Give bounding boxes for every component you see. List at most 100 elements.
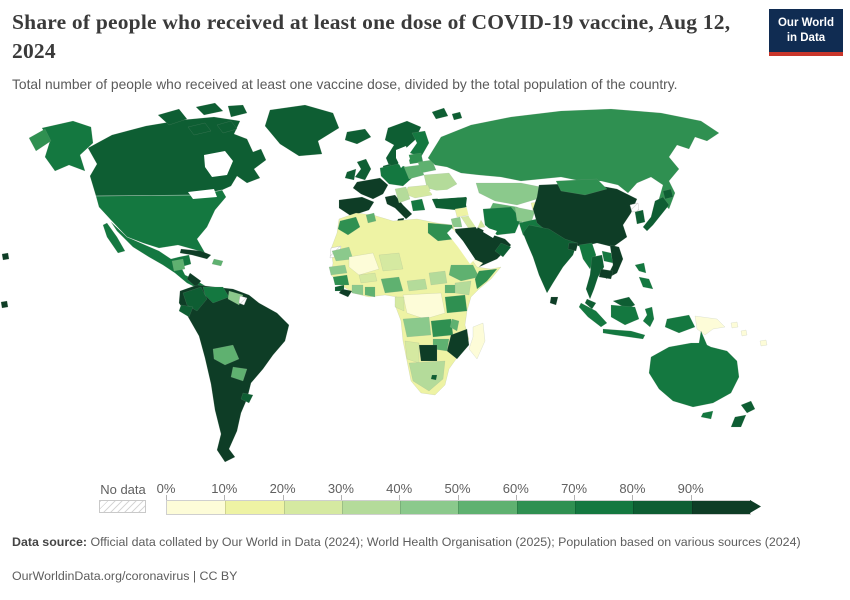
map-region-jordan[interactable] [450, 216, 463, 228]
legend-colorbar[interactable] [166, 500, 751, 515]
legend-tick-mark [574, 495, 576, 500]
legend-no-data-swatch[interactable] [99, 500, 146, 513]
map-region-balkans[interactable] [394, 186, 411, 204]
map-region-baja[interactable] [102, 222, 126, 254]
map-region-morocco[interactable] [337, 216, 361, 236]
map-region-sumatra[interactable] [578, 302, 608, 328]
map-region-madagascar[interactable] [468, 322, 486, 360]
map-region-uk[interactable] [354, 158, 372, 181]
map-region-south-africa[interactable] [408, 360, 446, 392]
map-region-guinea[interactable] [332, 274, 350, 286]
legend-bucket-20-30%[interactable] [283, 501, 342, 514]
map-region-australia[interactable] [648, 330, 740, 408]
map-region-alaska[interactable] [41, 120, 94, 172]
map-legend: No data 0% 10% 20% 30% 40% 50% 60% 70% 80% 90% [0, 481, 850, 519]
legend-bucket-50-60%[interactable] [458, 501, 517, 514]
map-region-mozambique[interactable] [446, 328, 470, 360]
map-region-ireland[interactable] [344, 168, 357, 181]
map-region-sulawesi[interactable] [642, 306, 655, 328]
map-region-new-zealand[interactable] [730, 400, 756, 428]
map-region-bolivia[interactable] [212, 344, 240, 366]
map-region-paraguay[interactable] [230, 366, 248, 382]
citation-line[interactable]: OurWorldinData.org/coronavirus | CC BY [12, 569, 238, 583]
map-region-greece[interactable] [410, 198, 426, 212]
map-region-pacific-islands[interactable] [730, 321, 768, 347]
owid-logo[interactable]: Our World in Data [769, 9, 843, 56]
map-region-papua-west[interactable] [664, 314, 696, 334]
map-region-tasmania[interactable] [700, 410, 714, 420]
map-region-guatemala[interactable] [171, 258, 186, 272]
legend-bucket-10-20%[interactable] [225, 501, 284, 514]
map-region-lesotho[interactable] [430, 374, 438, 381]
map-region-angola[interactable] [402, 316, 432, 338]
map-region-niger[interactable] [378, 252, 404, 272]
map-region-ecuador[interactable] [178, 304, 194, 318]
map-region-arctic-islands[interactable] [157, 102, 248, 136]
world-map[interactable] [0, 98, 850, 478]
map-region-ghana[interactable] [364, 286, 376, 298]
map-region-uruguay[interactable] [240, 392, 254, 404]
map-region-vietnam[interactable] [605, 244, 624, 280]
legend-bucket-0-10%[interactable] [167, 501, 226, 514]
map-region-png[interactable] [694, 315, 726, 336]
legend-bucket-80-90%[interactable] [633, 501, 692, 514]
legend-bucket-30-40%[interactable] [341, 501, 401, 514]
map-region-philippines[interactable] [634, 262, 654, 290]
map-region-uganda[interactable] [444, 284, 456, 294]
map-region-mali[interactable] [348, 252, 380, 276]
map-region-cambodia[interactable] [598, 268, 614, 280]
map-region-tanzania[interactable] [444, 294, 468, 314]
map-region-france[interactable] [352, 177, 389, 200]
map-region-japan[interactable] [642, 188, 674, 232]
map-region-south-korea[interactable] [634, 209, 646, 225]
map-region-malawi[interactable] [449, 318, 460, 332]
map-region-canada[interactable] [87, 116, 267, 197]
map-region-car[interactable] [406, 278, 428, 292]
map-region-belarus[interactable] [417, 159, 437, 174]
map-region-colombia[interactable] [182, 286, 208, 312]
map-region-nigeria[interactable] [380, 276, 404, 294]
map-region-ethiopia[interactable] [448, 264, 480, 282]
map-region-cuba[interactable] [179, 248, 212, 260]
map-region-senegal[interactable] [328, 264, 348, 276]
map-region-kazakhstan[interactable] [475, 182, 542, 206]
map-region-thailand[interactable] [585, 254, 605, 300]
map-region-hispaniola[interactable] [211, 258, 224, 267]
map-region-tunisia[interactable] [365, 212, 377, 224]
legend-bucket-70-80%[interactable] [575, 501, 634, 514]
map-region-iceland[interactable] [344, 128, 372, 145]
map-region-iran[interactable] [482, 206, 522, 236]
map-region-china[interactable] [532, 182, 638, 248]
legend-bucket-40-50%[interactable] [400, 501, 459, 514]
map-region-java[interactable] [602, 328, 646, 340]
map-region-chukotka[interactable] [28, 128, 52, 152]
map-region-mongolia[interactable] [555, 178, 608, 196]
map-region-south-sudan[interactable] [428, 270, 448, 286]
map-region-oman[interactable] [494, 242, 512, 258]
map-region-kenya[interactable] [454, 280, 472, 296]
map-region-venezuela[interactable] [202, 286, 230, 304]
map-region-zambia[interactable] [430, 318, 454, 338]
map-region-russia[interactable] [427, 108, 720, 210]
map-region-botswana[interactable] [418, 344, 438, 362]
map-region-kalimantan[interactable] [610, 304, 640, 326]
map-region-liberia[interactable] [338, 288, 353, 298]
map-region-greenland[interactable] [264, 104, 340, 157]
map-region-mexico[interactable] [110, 221, 218, 297]
map-region-edge-islands[interactable] [0, 252, 10, 309]
map-region-svalbard[interactable] [431, 107, 463, 121]
map-region-iberia[interactable] [338, 196, 375, 217]
map-region-india[interactable] [522, 224, 578, 294]
map-region-somalia[interactable] [474, 268, 498, 290]
legend-bucket-90%+[interactable] [691, 501, 750, 514]
map-region-ivory-coast[interactable] [351, 284, 364, 296]
legend-tick-label-50%: 50% [444, 481, 471, 496]
map-region-drc[interactable] [402, 292, 446, 320]
map-region-bangladesh[interactable] [567, 242, 579, 252]
legend-bucket-60-70%[interactable] [516, 501, 576, 514]
map-region-no-data-suriname[interactable] [238, 295, 248, 306]
map-region-congo[interactable] [394, 296, 405, 312]
map-region-egypt[interactable] [427, 222, 456, 242]
map-region-sri-lanka[interactable] [549, 296, 559, 306]
map-region-burkina-faso[interactable] [358, 272, 378, 284]
